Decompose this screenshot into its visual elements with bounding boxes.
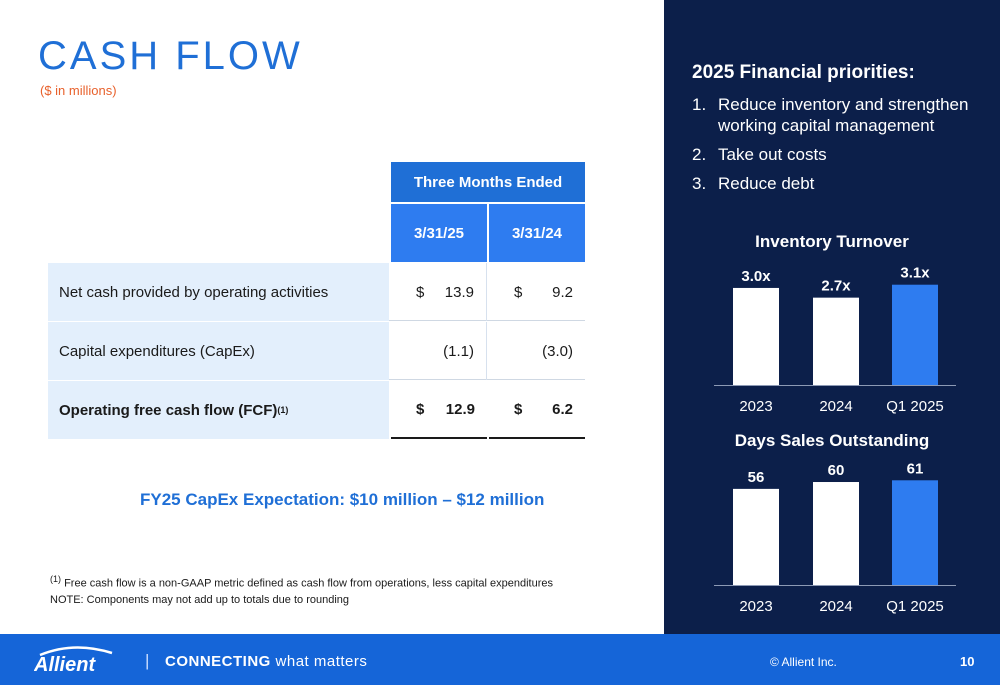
footnote-text: Free cash flow is a non-GAAP metric defi… (64, 577, 553, 590)
row-label: Net cash provided by operating activitie… (48, 263, 389, 321)
priorities-panel: 2025 Financial priorities: 1. Reduce inve… (664, 0, 1000, 634)
row-value: 12.9 (445, 400, 475, 418)
row-value: 6.2 (552, 400, 573, 418)
bar (813, 297, 859, 385)
row-value-cell: $6.2 (489, 381, 585, 439)
bar (733, 488, 779, 585)
list-text: Reduce inventory and strengthen working … (718, 95, 969, 135)
chart-title: Days Sales Outstanding (734, 431, 930, 450)
footer-separator: | (145, 651, 150, 670)
table-group-header: Three Months Ended (391, 162, 585, 202)
data-label: 3.1x (900, 265, 930, 282)
list-item: 2. Take out costs (692, 144, 992, 165)
row-value-cell: (1.1) (391, 322, 487, 380)
bar (813, 482, 859, 585)
table-col-header: 3/31/25 (391, 204, 487, 262)
currency-symbol: $ (416, 400, 425, 418)
table-col-header: 3/31/24 (489, 204, 585, 262)
data-label: 3.0x (741, 268, 771, 285)
table-row: Capital expenditures (CapEx) (1.1) (3.0) (48, 322, 585, 380)
tick-label: Q1 2025 (886, 598, 944, 615)
footnote: (1) Free cash flow is a non-GAAP metric … (50, 574, 553, 590)
days-sales-outstanding-chart: 56 2023 60 2024 61 Q1 2025 (714, 460, 956, 615)
footer: Allient | CONNECTING what matters © Alli… (0, 634, 1000, 685)
row-value-cell: $12.9 (391, 381, 487, 439)
row-label-text: Operating free cash flow (FCF) (59, 401, 278, 419)
tick-label: 2023 (739, 598, 772, 615)
allient-logo: Allient (34, 646, 113, 675)
row-value: (3.0) (542, 342, 573, 360)
list-number: 1. (692, 95, 707, 114)
list-item: 3. Reduce debt (692, 173, 992, 194)
tick-label: Q1 2025 (886, 398, 944, 415)
tagline-strong: CONNECTING (165, 653, 271, 670)
currency-symbol: $ (514, 400, 523, 418)
data-label: 56 (748, 469, 765, 486)
page-subtitle: ($ in millions) (40, 83, 117, 98)
list-number: 2. (692, 145, 707, 164)
list-number: 3. (692, 174, 707, 193)
priorities-list: 1. Reduce inventory and strengthen workin… (692, 94, 992, 202)
table-row: Net cash provided by operating activitie… (48, 263, 585, 321)
tick-label: 2024 (819, 598, 852, 615)
page-title: CASH FLOW (38, 34, 303, 78)
tick-label: 2024 (819, 398, 852, 415)
capex-expectation: FY25 CapEx Expectation: $10 million – $1… (140, 490, 545, 509)
row-value-cell: (3.0) (489, 322, 585, 380)
footnote-marker: (1) (277, 405, 289, 415)
row-value-cell: $13.9 (391, 263, 487, 321)
data-label: 60 (828, 462, 845, 479)
inventory-turnover-chart: 3.0x 2023 2.7x 2024 3.1x Q1 2025 (714, 265, 956, 415)
list-item: 1. Reduce inventory and strengthen workin… (692, 94, 992, 136)
footnote-marker: (1) (50, 574, 61, 584)
chart-title: Inventory Turnover (755, 232, 909, 251)
currency-symbol: $ (514, 283, 523, 301)
priorities-title: 2025 Financial priorities: (692, 62, 915, 83)
logo-text: Allient (34, 654, 96, 675)
bar (733, 287, 779, 385)
currency-symbol: $ (416, 283, 425, 301)
note: NOTE: Components may not add up to total… (50, 594, 350, 606)
tagline-rest: what matters (275, 653, 368, 670)
data-label: 2.7x (821, 278, 851, 295)
page-number: 10 (960, 654, 975, 669)
row-value: 9.2 (552, 283, 573, 301)
row-label: Capital expenditures (CapEx) (48, 322, 389, 380)
row-value: (1.1) (443, 342, 474, 360)
bar (892, 480, 938, 585)
copyright: © Allient Inc. (770, 655, 837, 669)
list-text: Take out costs (718, 145, 827, 164)
data-label: 61 (907, 460, 924, 477)
tagline: CONNECTING what matters (165, 653, 367, 670)
list-text: Reduce debt (718, 174, 815, 193)
tick-label: 2023 (739, 398, 772, 415)
table-row: Operating free cash flow (FCF) (1) $12.9 … (48, 381, 585, 439)
row-value-cell: $9.2 (489, 263, 585, 321)
row-label: Operating free cash flow (FCF) (1) (48, 381, 389, 439)
row-value: 13.9 (444, 283, 474, 301)
bar (892, 284, 938, 385)
